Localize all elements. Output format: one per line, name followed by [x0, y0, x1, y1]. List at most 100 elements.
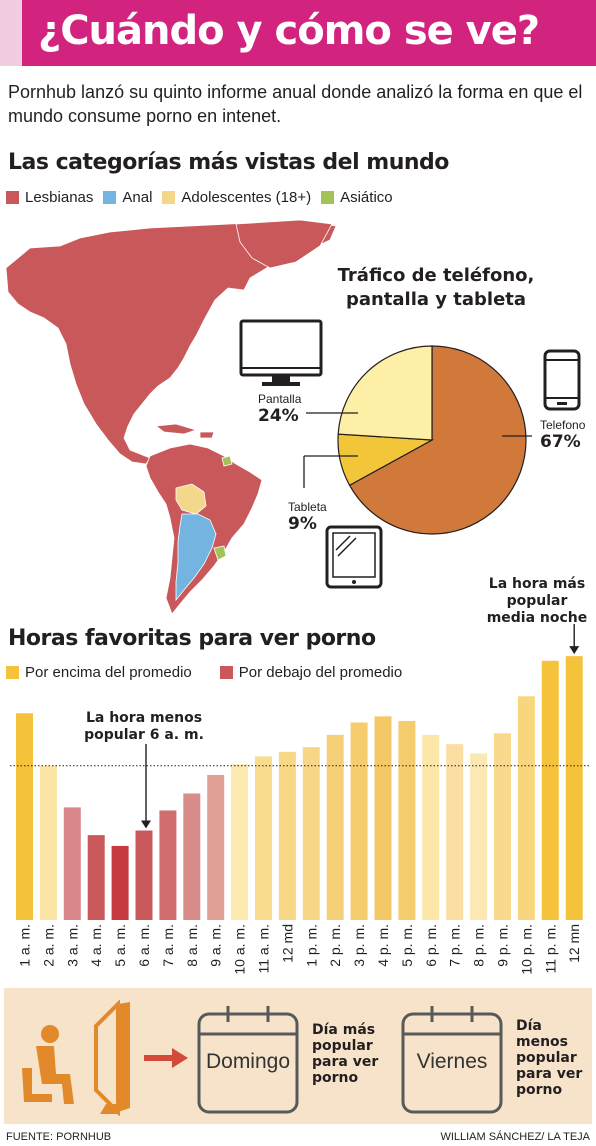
- bar-10: [231, 764, 249, 920]
- annotation-most-popular: La hora más popular media noche: [482, 576, 592, 627]
- best-day-line3: para ver: [312, 1054, 379, 1070]
- hours-bar-chart: 1 a. m. 2 a. m. 3 a. m. 4 a. m. 5 a. m. 6 a. …: [10, 624, 590, 975]
- x-tick-label: 7 a. m.: [160, 924, 176, 967]
- person-sitting-icon: [22, 1025, 74, 1104]
- map-legend: Lesbianas Anal Adolescentes (18+) Asiáti…: [6, 189, 403, 206]
- legend-item-lesbianas: Lesbianas: [6, 189, 93, 206]
- header-accent: [0, 0, 22, 66]
- annotation-most-line2: popular: [506, 593, 568, 609]
- annotation-most-arrowhead: [569, 646, 580, 655]
- legend-label: Adolescentes (18+): [181, 189, 312, 206]
- worst-day-line5: porno: [516, 1082, 563, 1098]
- hours-legend: Por encima del promedio Por debajo del p…: [6, 664, 412, 681]
- x-tick-label: 11 p. m.: [542, 924, 558, 974]
- monitor-side-icon: [94, 1000, 130, 1116]
- pie-slice-telefono: [348, 345, 527, 535]
- x-tick-label: 1 a. m.: [17, 924, 33, 967]
- annotation-least-line2: popular 6 a. m.: [84, 727, 204, 743]
- worst-day-description: Día menos popular para ver porno: [516, 1018, 582, 1098]
- x-tick-label: 7 p. m.: [447, 924, 463, 967]
- intro-text: Pornhub lanzó su quinto informe anual do…: [8, 82, 583, 126]
- map-region-asiatico-guyana: [221, 455, 233, 467]
- x-tick-label: 5 p. m.: [399, 924, 415, 967]
- pie-chart: [337, 345, 527, 535]
- arrow-right-icon: [144, 1048, 188, 1068]
- pie-leaders: [303, 412, 532, 488]
- americas-map: [5, 219, 337, 615]
- calendar-icon-domingo: [197, 1006, 299, 1114]
- legend-item-asiatico: Asiático: [321, 189, 393, 206]
- pie-value-pantalla: 24%: [258, 406, 299, 426]
- x-tick-label: 8 p. m.: [471, 924, 487, 967]
- map-section-title: Las categorías más vistas del mundo: [8, 150, 449, 175]
- worst-day-line4: para ver: [516, 1066, 583, 1082]
- bar-9: [207, 774, 225, 920]
- bar-12: [278, 751, 296, 920]
- x-tick-label: 12 md: [279, 924, 295, 963]
- legend-label: Por debajo del promedio: [238, 664, 403, 681]
- legend-swatch: [219, 666, 233, 679]
- annotation-most-line3: media noche: [486, 610, 588, 626]
- bar-13: [302, 747, 320, 920]
- annotation-least-line1: La hora menos: [85, 710, 203, 726]
- map-region-adolescentes: [175, 483, 207, 515]
- x-tick-label: 1 p. m.: [303, 924, 319, 967]
- bar-3: [63, 807, 81, 920]
- legend-swatch: [162, 191, 176, 204]
- x-tick-label: 2 a. m.: [40, 924, 56, 967]
- bar-24: [565, 656, 583, 920]
- worst-day-line2: menos: [516, 1034, 569, 1050]
- legend-swatch: [6, 666, 19, 679]
- page-title: ¿Cuándo y cómo se ve?: [38, 8, 540, 54]
- annotation-least-popular: La hora menos popular 6 a. m.: [78, 710, 210, 744]
- bar-18: [422, 734, 440, 920]
- header-bar: [0, 0, 596, 66]
- bar-5: [111, 845, 129, 920]
- x-tick-label: 10 p. m.: [518, 924, 534, 975]
- bar-17: [398, 720, 416, 920]
- legend-swatch: [103, 191, 117, 204]
- x-tick-label: 6 p. m.: [423, 924, 439, 967]
- bar-21: [494, 733, 511, 920]
- map-greenland: [235, 219, 333, 269]
- annotation-least-arrowhead: [141, 820, 151, 829]
- x-tick-label: 2 p. m.: [327, 924, 343, 967]
- x-tick-label: 6 a. m.: [136, 924, 152, 967]
- best-day-line2: popular: [312, 1038, 373, 1054]
- bar-8: [183, 793, 201, 920]
- map-region-asiatico-uruguay: [213, 545, 227, 561]
- phone-icon: [543, 349, 581, 411]
- bar-6: [135, 830, 153, 920]
- legend-item-above: Por encima del promedio: [6, 664, 192, 681]
- worst-day-line1: Día: [516, 1018, 542, 1034]
- legend-item-anal: Anal: [103, 189, 152, 206]
- bar-1: [16, 713, 33, 920]
- best-day-name: Domingo: [205, 1050, 291, 1073]
- bar-23: [541, 660, 559, 920]
- best-day-description: Día más popular para ver porno: [312, 1022, 378, 1086]
- pie-value-tableta: 9%: [288, 514, 317, 534]
- bar-20: [470, 753, 488, 920]
- calendar-icon-viernes: [401, 1006, 503, 1114]
- pie-label-pantalla: Pantalla: [258, 392, 302, 406]
- pie-value-telefono: 67%: [540, 432, 581, 452]
- hours-section-title: Horas favoritas para ver porno: [8, 626, 376, 651]
- bar-11: [255, 756, 272, 920]
- x-tick-label: 12 mn: [566, 924, 582, 963]
- legend-label: Anal: [122, 189, 153, 206]
- tablet-icon: [325, 525, 383, 589]
- legend-swatch: [6, 191, 19, 204]
- monitor-icon: [239, 319, 323, 386]
- bar-15: [350, 722, 368, 920]
- bar-14: [326, 734, 344, 920]
- x-tick-label: 9 p. m.: [495, 924, 511, 967]
- x-tick-label: 4 p. m.: [375, 924, 391, 967]
- legend-label: Asiático: [340, 189, 393, 206]
- x-tick-label: 4 a. m.: [88, 924, 104, 967]
- x-tick-label: 10 a. m.: [232, 924, 248, 975]
- x-tick-label: 9 a. m.: [208, 924, 224, 967]
- legend-item-adolescentes: Adolescentes (18+): [162, 189, 311, 206]
- footer-source: FUENTE: PORNHUB: [6, 1131, 112, 1143]
- x-tick-label: 3 a. m.: [64, 924, 80, 967]
- map-cuba: [154, 423, 198, 435]
